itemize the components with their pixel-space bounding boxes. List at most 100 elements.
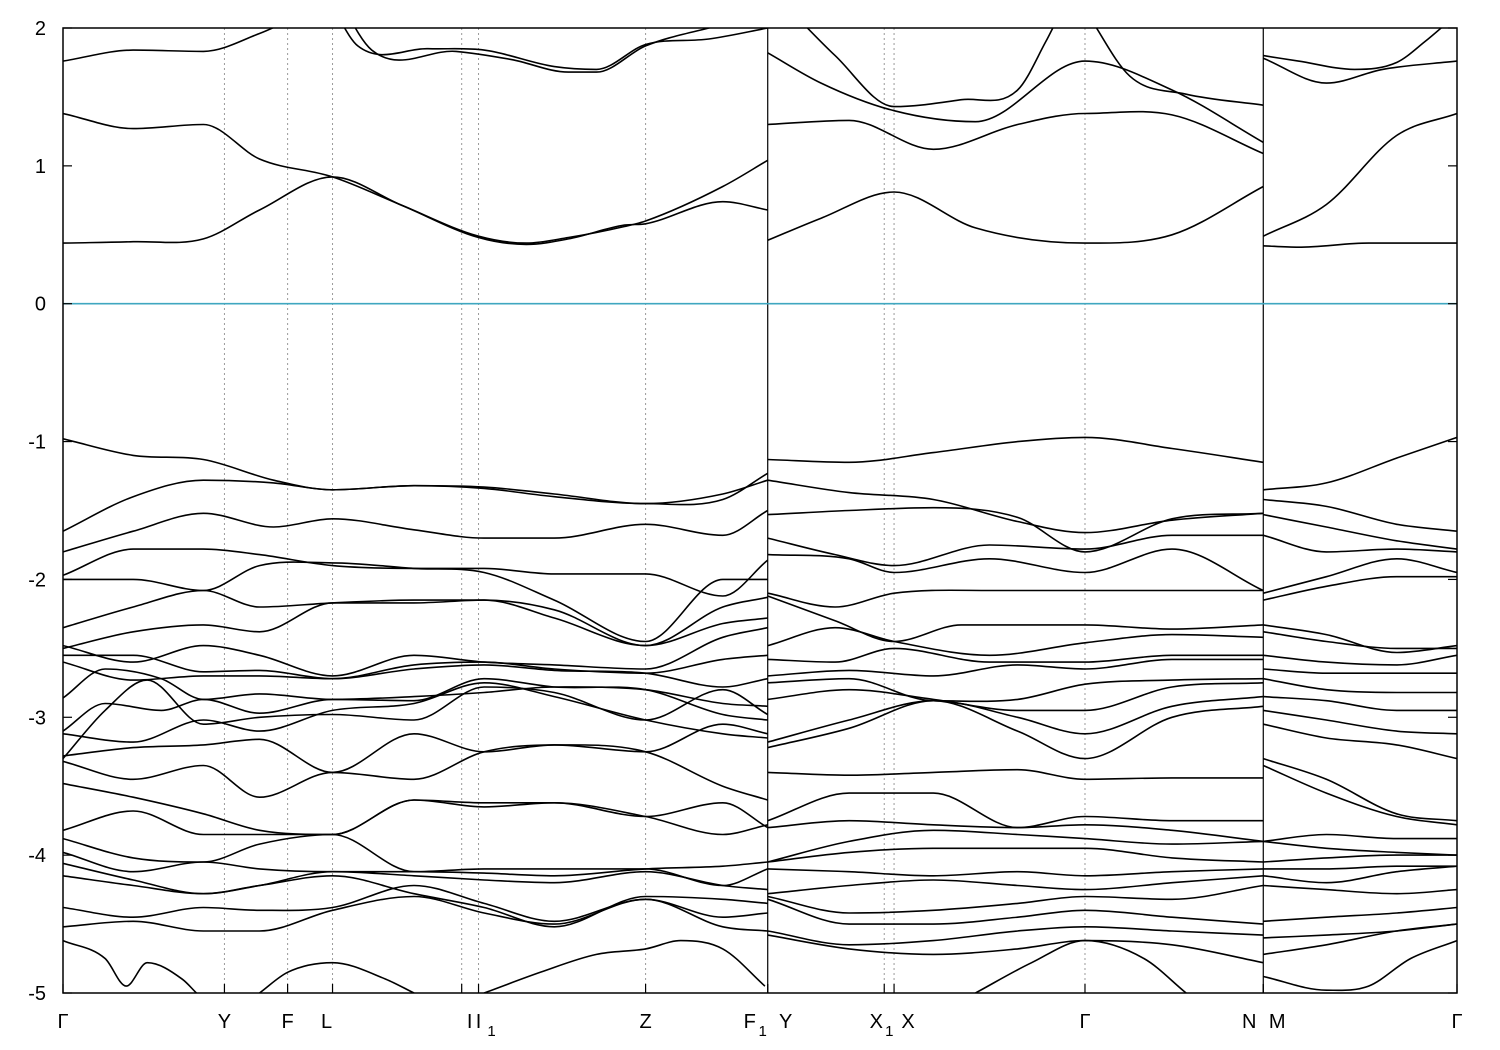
band-segment-46: [1263, 677, 1457, 694]
band-segment-64: [1263, 833, 1457, 843]
band-segment-48: [767, 682, 1264, 712]
kpoint-label: Γ: [57, 1011, 68, 1033]
band-segment-12: [1263, 57, 1457, 84]
band-segment-67: [1263, 840, 1457, 856]
band-segment-42: [767, 658, 1264, 677]
band-segment-0: [63, 176, 768, 246]
band-segment-84: [767, 925, 1264, 946]
band-segment-9: [767, 52, 1264, 144]
kpoint-label: Z: [639, 1011, 651, 1033]
band-segment-54: [767, 699, 1264, 760]
band-segment-53: [63, 681, 768, 743]
band-segment-36: [767, 626, 1264, 657]
band-segment-56: [63, 723, 768, 774]
kpoint-label-subscript: 1: [487, 1023, 495, 1040]
kpoint-label-subscript: 1: [759, 1023, 767, 1040]
band-segment-71: [63, 851, 768, 877]
y-tick-label: -2: [28, 569, 46, 591]
band-segment-28: [1263, 557, 1457, 594]
band-segment-87: [259, 961, 415, 993]
kpoint-label: Y: [779, 1011, 792, 1033]
band-segment-72: [767, 868, 1264, 877]
band-segment-35: [63, 626, 768, 677]
band-segment-68: [63, 833, 768, 887]
band-segment-45: [767, 677, 1264, 703]
band-segment-70: [1263, 854, 1457, 863]
kpoint-label: N: [1242, 1011, 1256, 1033]
band-segment-59: [63, 744, 768, 801]
band-segment-81: [767, 898, 1264, 925]
band-segment-50: [63, 679, 769, 760]
band-segment-3: [63, 112, 769, 244]
kpoint-label: I: [467, 1011, 473, 1033]
band-segment-89: [767, 934, 1264, 964]
band-segment-17: [63, 472, 769, 532]
kpoint-label: Y: [218, 1011, 231, 1033]
plot-frame: [62, 27, 1458, 994]
band-segment-6: [63, 28, 275, 62]
band-segment-21: [767, 506, 1264, 553]
kpoint-label: F: [744, 1011, 756, 1033]
band-segment-90: [975, 939, 1187, 993]
band-segment-15: [767, 436, 1264, 464]
band-segment-51: [767, 695, 1264, 743]
band-segment-31: [1263, 575, 1457, 601]
band-segment-73: [1263, 865, 1457, 870]
band-segment-78: [767, 884, 1264, 914]
band-segment-23: [63, 548, 769, 597]
band-segment-8: [354, 28, 713, 73]
band-segment-66: [767, 819, 1264, 843]
band-segment-49: [1263, 695, 1457, 712]
band-segment-41: [63, 661, 768, 688]
band-segment-13: [1263, 28, 1443, 71]
y-tick-label: -5: [28, 983, 46, 1005]
band-segment-38: [63, 654, 768, 680]
band-segment-22: [1263, 513, 1457, 550]
band-segment-25: [1263, 534, 1457, 553]
kpoint-label: Γ: [1079, 1011, 1090, 1033]
kpoint-gridlines: [223, 28, 1264, 993]
band-segment-2: [1263, 242, 1457, 249]
y-tick-label: -1: [28, 432, 46, 454]
band-segment-58: [1263, 757, 1457, 822]
y-tick-label: 1: [35, 156, 46, 178]
band-segment-75: [767, 875, 1264, 895]
band-segment-92: [1263, 939, 1457, 992]
band-segment-20: [63, 509, 769, 553]
kpoint-label: Γ: [1451, 1011, 1462, 1033]
band-segment-29: [63, 589, 768, 647]
kpoint-label: X: [901, 1011, 914, 1033]
band-segment-77: [63, 874, 768, 928]
band-segment-4: [767, 110, 1264, 155]
band-segment-60: [767, 792, 1264, 829]
y-tick-label: -4: [28, 845, 46, 867]
band-segment-37: [1263, 631, 1457, 650]
band-curves: [63, 28, 1457, 993]
band-segment-1: [767, 185, 1264, 244]
band-segment-14: [63, 438, 768, 505]
band-segment-91: [1263, 923, 1457, 956]
band-segment-40: [1263, 654, 1457, 666]
band-segment-30: [767, 589, 1264, 608]
band-segment-47: [63, 677, 768, 732]
band-segment-16: [1263, 436, 1457, 491]
band-segment-19: [1263, 498, 1457, 532]
band-segment-57: [767, 768, 1264, 781]
band-segment-27: [767, 548, 1264, 592]
band-segment-86: [63, 939, 197, 993]
kpoint-label: M: [1269, 1011, 1286, 1033]
kpoint-label: I: [476, 1011, 482, 1033]
kpoint-label: X: [870, 1011, 883, 1033]
band-segment-65: [63, 799, 768, 836]
band-segment-61: [1262, 764, 1457, 826]
band-segment-85: [1263, 923, 1457, 939]
band-segment-5: [1262, 112, 1457, 237]
band-segment-88: [483, 939, 766, 993]
band-segment-55: [1263, 723, 1457, 760]
band-segment-82: [1263, 906, 1457, 923]
band-segment-18: [767, 479, 1264, 534]
band-segment-11: [1095, 28, 1264, 106]
kpoint-label: L: [321, 1011, 332, 1033]
